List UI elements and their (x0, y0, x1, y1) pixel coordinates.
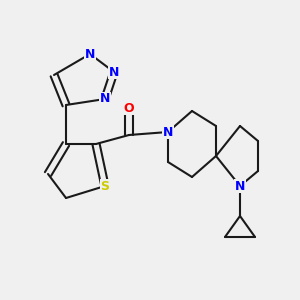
Text: S: S (100, 179, 109, 193)
Text: N: N (85, 47, 95, 61)
Text: N: N (100, 92, 110, 106)
Text: N: N (100, 92, 110, 106)
Text: O: O (124, 101, 134, 115)
Text: N: N (163, 125, 173, 139)
Text: N: N (235, 179, 245, 193)
Text: N: N (109, 65, 119, 79)
